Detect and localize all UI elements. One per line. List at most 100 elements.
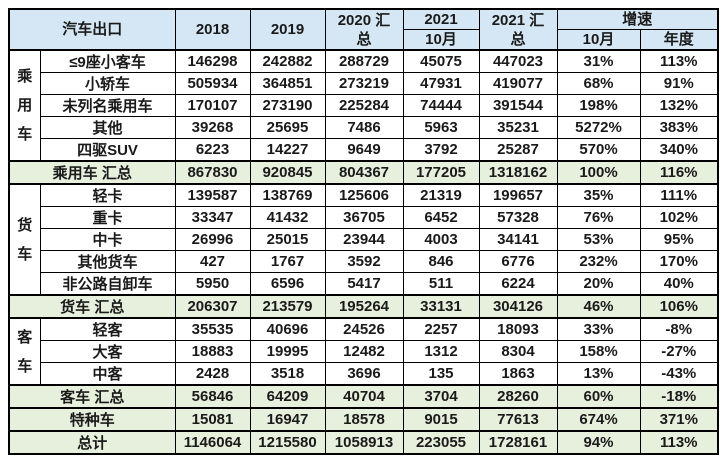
value-cell: 132%	[639, 94, 719, 117]
value-cell: 2257	[402, 317, 480, 341]
header-growth-october: 10月	[556, 29, 641, 51]
table-row: 未列名乘用车 170107 273190 225284 74444 391544 198% 1…	[9, 94, 719, 117]
header-2020-total-line2: 总	[356, 30, 372, 48]
value-cell: 304126	[478, 294, 558, 319]
value-cell: 447023	[478, 49, 558, 73]
value-cell: 94%	[556, 430, 641, 455]
value-cell: 20%	[556, 272, 641, 296]
value-cell: 45075	[402, 49, 480, 73]
row-label: 轻卡	[39, 183, 176, 207]
value-cell: 25695	[249, 116, 326, 139]
value-cell: 13%	[556, 362, 641, 386]
value-cell: 3518	[249, 362, 326, 386]
value-cell: 195264	[324, 294, 404, 319]
value-cell: 33%	[556, 317, 641, 341]
value-cell: 14227	[249, 138, 326, 162]
value-cell: 242882	[249, 49, 326, 73]
table-row: 非公路自卸车 5950 6596 5417 511 6224 20% 40%	[9, 272, 719, 296]
value-cell: -43%	[639, 362, 719, 386]
summary-row: 总计 1146064 1215580 1058913 223055 1728161 94% 1…	[8, 430, 719, 455]
value-cell: 111%	[639, 183, 719, 207]
row-label: 四驱SUV	[39, 138, 176, 162]
value-cell: 364851	[249, 72, 326, 95]
value-cell: 340%	[639, 138, 719, 162]
group-label: 乘用车	[8, 49, 41, 162]
value-cell: 135	[402, 362, 480, 386]
value-cell: 76%	[556, 206, 641, 229]
header-2019: 2019	[249, 8, 326, 51]
value-cell: 91%	[639, 72, 719, 95]
header-row-top: 汽车出口 2018 2019 2020 汇 总 2021 2021 汇 总 增速	[8, 8, 719, 51]
value-cell: -8%	[639, 317, 719, 341]
value-cell: 95%	[639, 228, 719, 251]
value-cell: 35%	[556, 183, 641, 207]
value-cell: 1312	[402, 340, 480, 363]
row-label: 中卡	[39, 228, 176, 251]
table-row: 其他 39268 25695 7486 5963 35231 5272% 383%	[9, 116, 719, 139]
table-row: 大客 18883 19995 12482 1312 8304 158% -27%	[9, 340, 719, 363]
value-cell: 25015	[249, 228, 326, 251]
value-cell: 5417	[324, 272, 404, 296]
row-label: 轻客	[39, 317, 176, 341]
value-cell: 206307	[174, 294, 251, 319]
summary-row: 乘用车 汇总 867830 920845 804367 177205 1318162 100…	[8, 160, 719, 185]
header-2021-total-line1: 2021 汇	[491, 11, 545, 29]
value-cell: 35535	[174, 317, 251, 341]
summary-row: 客车 汇总 56846 64209 40704 3704 28260 60% -18%	[8, 384, 719, 409]
value-cell: 199657	[478, 183, 558, 207]
row-label: 小轿车	[39, 72, 176, 95]
value-cell: 9015	[402, 407, 480, 432]
header-2020-total-line1: 2020 汇	[337, 11, 391, 29]
value-cell: 18578	[324, 407, 404, 432]
value-cell: 36705	[324, 206, 404, 229]
row-label: 大客	[39, 340, 176, 363]
header-2018: 2018	[174, 8, 251, 51]
vehicle-export-table: 汽车出口 2018 2019 2020 汇 总 2021 2021 汇 总 增速…	[8, 8, 719, 455]
value-cell: 225284	[324, 94, 404, 117]
value-cell: 846	[402, 250, 480, 273]
value-cell: 511	[402, 272, 480, 296]
header-2021-total-line2: 总	[510, 30, 526, 48]
group-label: 货车	[8, 183, 41, 296]
value-cell: 570%	[556, 138, 641, 162]
value-cell: 2428	[174, 362, 251, 386]
value-cell: 60%	[556, 384, 641, 409]
value-cell: 505934	[174, 72, 251, 95]
header-growth-annual: 年度	[639, 29, 719, 51]
header-2020-total: 2020 汇 总	[324, 8, 404, 51]
table-row: 货车 轻卡 139587 138769 125606 21319 199657 35% 111%	[8, 183, 719, 296]
value-cell: 3792	[402, 138, 480, 162]
value-cell: 18883	[174, 340, 251, 363]
row-label: 其他货车	[39, 250, 176, 273]
value-cell: 1863	[478, 362, 558, 386]
value-cell: 12482	[324, 340, 404, 363]
value-cell: 26996	[174, 228, 251, 251]
value-cell: 34141	[478, 228, 558, 251]
value-cell: 3696	[324, 362, 404, 386]
value-cell: 40%	[639, 272, 719, 296]
value-cell: 40696	[249, 317, 326, 341]
value-cell: 41432	[249, 206, 326, 229]
value-cell: 146298	[174, 49, 251, 73]
header-2021-october: 10月	[402, 29, 480, 51]
value-cell: 23944	[324, 228, 404, 251]
row-label: 货车 汇总	[8, 294, 176, 319]
value-cell: 24526	[324, 317, 404, 341]
value-cell: 74444	[402, 94, 480, 117]
value-cell: 804367	[324, 160, 404, 185]
value-cell: 139587	[174, 183, 251, 207]
value-cell: 232%	[556, 250, 641, 273]
value-cell: 77613	[478, 407, 558, 432]
value-cell: 6452	[402, 206, 480, 229]
value-cell: 9649	[324, 138, 404, 162]
value-cell: 33347	[174, 206, 251, 229]
header-2021-total: 2021 汇 总	[478, 8, 558, 51]
value-cell: 8304	[478, 340, 558, 363]
value-cell: 6223	[174, 138, 251, 162]
value-cell: 1767	[249, 250, 326, 273]
value-cell: 674%	[556, 407, 641, 432]
value-cell: 56846	[174, 384, 251, 409]
value-cell: 18093	[478, 317, 558, 341]
value-cell: 383%	[639, 116, 719, 139]
value-cell: 138769	[249, 183, 326, 207]
